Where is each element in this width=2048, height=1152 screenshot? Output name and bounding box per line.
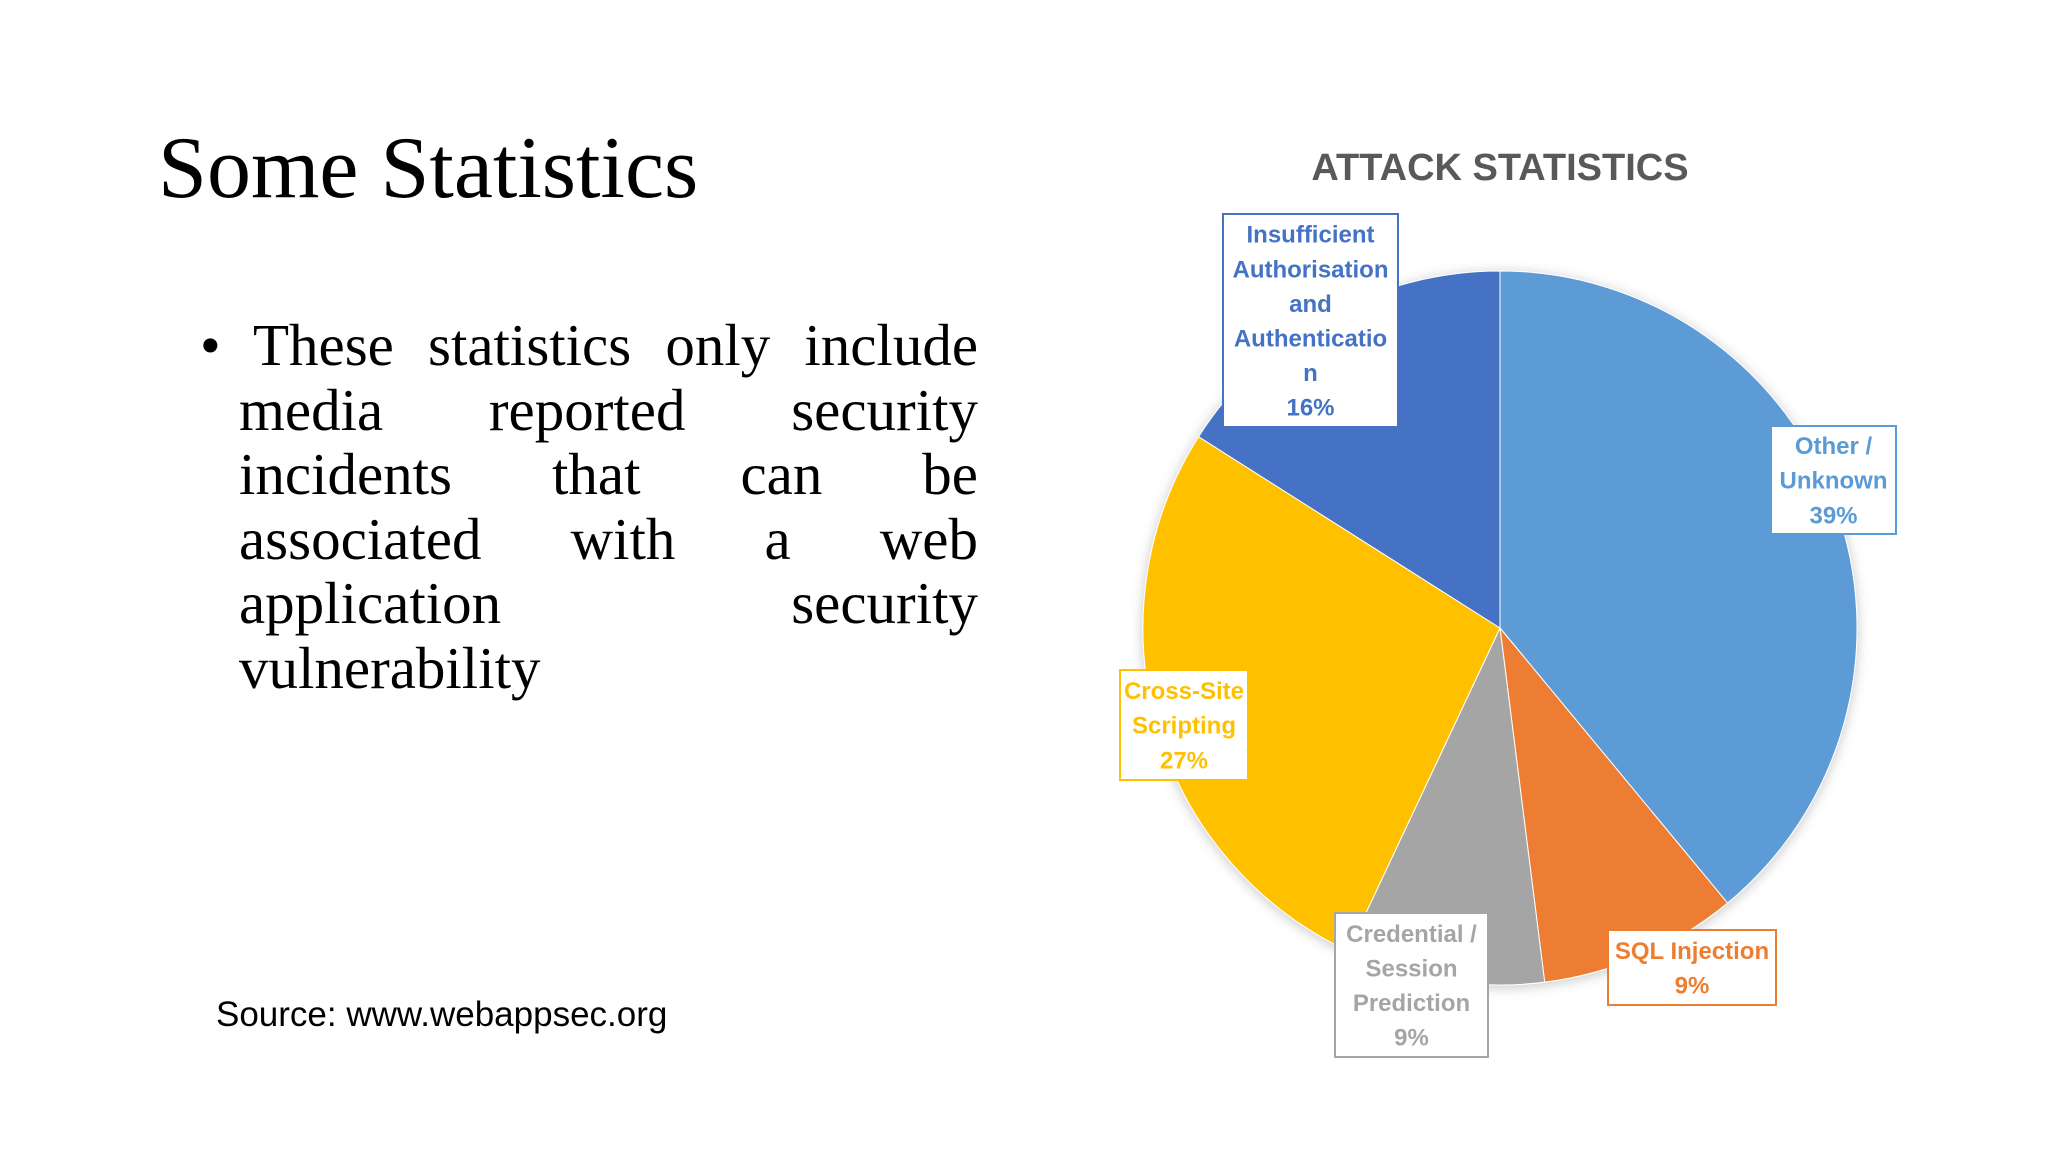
data-label-category: Authenticatio bbox=[1234, 326, 1387, 353]
data-label-category: Authorisation bbox=[1233, 256, 1389, 283]
data-label-category: n bbox=[1303, 360, 1318, 387]
data-label-category: Session bbox=[1365, 955, 1457, 982]
data-label-sql-injection: SQL Injection 9% bbox=[1607, 929, 1777, 1006]
bullet-list-item: • These statistics only include media re… bbox=[200, 313, 978, 700]
data-label-box bbox=[1222, 213, 1399, 428]
data-label-insufficient-authorisation: Insufficient Authorisation and Authenticati… bbox=[1222, 213, 1399, 428]
chart-title: ATTACK STATISTICS bbox=[1311, 147, 1688, 189]
data-label-value: 9% bbox=[1675, 973, 1710, 1000]
data-label-value: 9% bbox=[1394, 1025, 1429, 1052]
bullet-text: These statistics only include media repo… bbox=[239, 312, 978, 701]
data-label-category: Credential / bbox=[1346, 921, 1477, 948]
data-label-value: 16% bbox=[1286, 395, 1334, 422]
data-label-credential-session-prediction: Credential / Session Prediction 9% bbox=[1334, 912, 1489, 1058]
data-label-cross-site-scripting: Cross-Site Scripting 27% bbox=[1119, 669, 1249, 781]
data-label-category: Prediction bbox=[1353, 990, 1470, 1017]
data-label-box bbox=[1334, 912, 1489, 1058]
data-label-value: 39% bbox=[1809, 502, 1857, 529]
source-citation: Source: www.webappsec.org bbox=[216, 995, 668, 1034]
bullet-marker: • bbox=[200, 312, 221, 378]
slide-title: Some Statistics bbox=[158, 120, 699, 217]
data-label-category: SQL Injection bbox=[1615, 938, 1769, 965]
data-label-category: Insufficient bbox=[1246, 222, 1374, 249]
data-label-other-unknown: Other / Unknown 39% bbox=[1770, 425, 1897, 535]
data-label-box bbox=[1119, 669, 1249, 781]
data-label-value: 27% bbox=[1160, 747, 1208, 774]
data-label-category: Scripting bbox=[1132, 713, 1236, 740]
data-label-category: and bbox=[1289, 291, 1332, 318]
data-label-box bbox=[1607, 929, 1777, 1006]
data-label-category: Unknown bbox=[1780, 468, 1888, 495]
data-label-box bbox=[1770, 425, 1897, 535]
data-label-category: Other / bbox=[1795, 433, 1873, 460]
data-label-category: Cross-Site bbox=[1124, 678, 1244, 705]
